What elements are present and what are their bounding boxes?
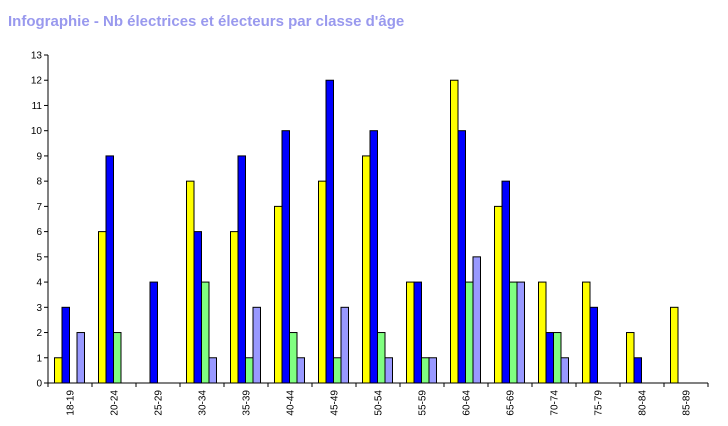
bar: [582, 281, 591, 384]
bar: [428, 357, 437, 384]
bar: [457, 130, 466, 384]
bar: [421, 357, 430, 384]
bar: [201, 281, 210, 384]
bar: [289, 332, 298, 384]
bar: [553, 332, 562, 384]
bar: [208, 357, 217, 384]
bar: [465, 281, 474, 384]
y-tick-label: 1: [36, 353, 42, 364]
y-tick-label: 9: [36, 151, 42, 162]
bar: [186, 180, 195, 384]
bar: [274, 205, 283, 384]
bar: [318, 180, 327, 384]
bar: [589, 306, 598, 384]
x-tick-label: 50-54: [374, 390, 385, 416]
x-tick-label: 65-69: [506, 390, 517, 416]
x-tick-label: 80-84: [638, 390, 649, 416]
bar: [384, 357, 393, 384]
bar: [406, 281, 415, 384]
x-tick-label: 85-89: [682, 390, 693, 416]
bar: [252, 306, 261, 384]
bar: [413, 281, 422, 384]
bar: [54, 357, 63, 384]
bar: [494, 205, 503, 384]
bar: [113, 332, 122, 384]
bar: [472, 256, 481, 384]
y-tick-label: 7: [36, 202, 42, 213]
bar: [325, 79, 334, 384]
x-tick-label: 20-24: [110, 390, 121, 416]
bar: [545, 332, 554, 384]
bar: [296, 357, 305, 384]
y-tick-label: 12: [31, 76, 43, 87]
bar: [369, 130, 378, 384]
y-tick-label: 10: [31, 126, 43, 137]
y-tick-label: 5: [36, 252, 42, 263]
chart-title: Infographie - Nb électrices et électeurs…: [8, 13, 405, 30]
y-tick-label: 11: [32, 101, 43, 112]
x-tick-label: 75-79: [594, 390, 605, 416]
bar: [362, 155, 371, 384]
bar: [76, 332, 85, 384]
x-tick-label: 40-44: [286, 390, 297, 416]
bar: [670, 306, 679, 384]
y-tick-label: 6: [36, 227, 42, 238]
bars-group: [54, 79, 679, 384]
x-tick-label: 60-64: [462, 390, 473, 416]
bar: [333, 357, 342, 384]
y-tick-label: 0: [36, 379, 42, 390]
x-tick-label: 30-34: [198, 390, 209, 416]
x-tick-label: 18-19: [66, 390, 77, 416]
bar: [538, 281, 547, 384]
y-tick-label: 2: [36, 328, 42, 339]
bar: [61, 306, 70, 384]
y-tick-label: 8: [36, 177, 42, 188]
bar: [626, 332, 635, 384]
bar: [509, 281, 518, 384]
bar: [193, 231, 202, 384]
x-tick-label: 35-39: [242, 390, 253, 416]
bar: [633, 357, 642, 384]
y-tick-label: 3: [36, 303, 42, 314]
x-tick-label: 70-74: [550, 390, 561, 416]
bar: [105, 155, 114, 384]
bar: [340, 306, 349, 384]
bar: [149, 281, 158, 384]
bar: [377, 332, 386, 384]
y-tick-label: 13: [31, 51, 43, 62]
bar: [501, 180, 510, 384]
bar: [560, 357, 569, 384]
bar: [516, 281, 525, 384]
bar: [450, 79, 459, 384]
bar: [245, 357, 254, 384]
bar: [281, 130, 290, 384]
x-tick-label: 25-29: [154, 390, 165, 416]
y-tick-label: 4: [36, 278, 42, 289]
x-tick-label: 55-59: [418, 390, 429, 416]
x-tick-label: 45-49: [330, 390, 341, 416]
bar: [230, 231, 239, 384]
bar: [237, 155, 246, 384]
bar: [98, 231, 107, 384]
